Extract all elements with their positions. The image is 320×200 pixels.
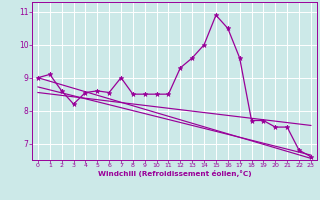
X-axis label: Windchill (Refroidissement éolien,°C): Windchill (Refroidissement éolien,°C) bbox=[98, 170, 251, 177]
